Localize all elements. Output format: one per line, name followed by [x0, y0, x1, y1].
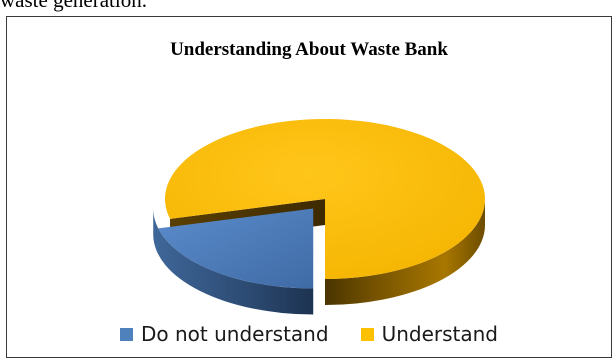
- page-caption-text: waste generation.: [0, 0, 147, 12]
- slice-do-not-understand-side: [153, 208, 314, 315]
- chart-title: Understanding About Waste Bank: [170, 39, 448, 60]
- pie-chart: [153, 119, 485, 315]
- slice-understand: [164, 119, 485, 279]
- legend-item-do-not-understand: Do not understand: [119, 322, 329, 346]
- slice-understand-side: [325, 199, 485, 305]
- chart-legend: Do not understand Understand: [7, 319, 611, 349]
- slice-do-not-understand: [158, 208, 314, 289]
- legend-item-understand: Understand: [360, 322, 498, 346]
- legend-label-understand: Understand: [381, 322, 498, 346]
- legend-swatch-blue: [119, 327, 133, 341]
- legend-label-do-not-understand: Do not understand: [140, 322, 329, 346]
- chart-frame: Understanding About Waste Bank: [6, 16, 612, 358]
- legend-swatch-yellow: [360, 327, 374, 341]
